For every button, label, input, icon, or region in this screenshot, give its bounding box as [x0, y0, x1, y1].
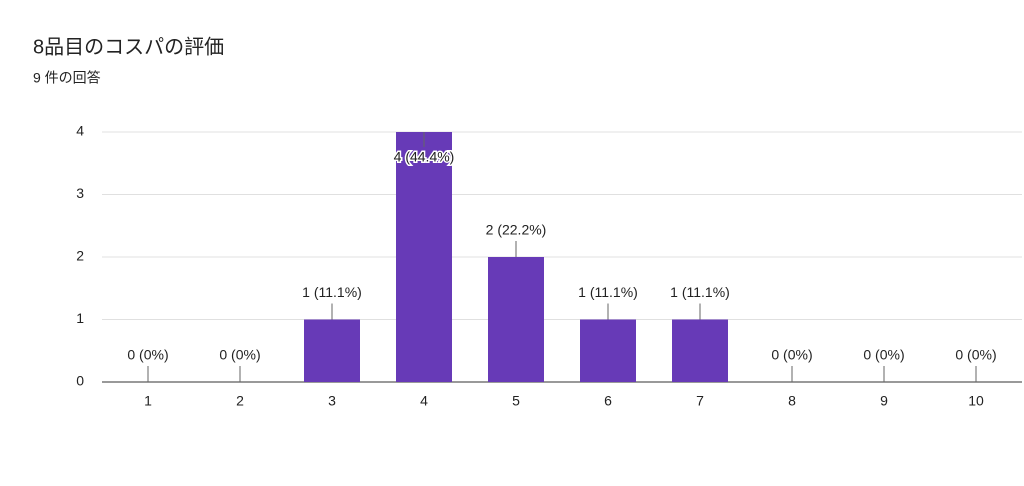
data-label: 1 (11.1%): [578, 284, 638, 300]
data-label: 0 (0%): [771, 347, 812, 363]
x-tick-label: 4: [420, 393, 428, 409]
data-label: 0 (0%): [863, 347, 904, 363]
x-tick-label: 3: [328, 393, 336, 409]
bar: [396, 132, 452, 382]
data-label: 0 (0%): [127, 347, 168, 363]
y-tick-label: 4: [76, 123, 84, 139]
x-tick-label: 7: [696, 393, 704, 409]
data-label: 1 (11.1%): [302, 284, 362, 300]
y-tick-label: 3: [76, 185, 84, 201]
x-tick-label: 9: [880, 393, 888, 409]
x-tick-label: 5: [512, 393, 520, 409]
x-tick-label: 2: [236, 393, 244, 409]
data-label: 2 (22.2%): [486, 222, 547, 238]
data-label: 4 (44.4%): [394, 149, 455, 165]
chart-title: 8品目のコスパの評価: [33, 35, 224, 58]
bar: [488, 257, 544, 382]
data-label: 0 (0%): [955, 347, 996, 363]
data-label: 1 (11.1%): [670, 284, 730, 300]
x-tick-label: 8: [788, 393, 796, 409]
x-tick-label: 6: [604, 393, 612, 409]
x-tick-label: 1: [144, 393, 152, 409]
bar: [672, 319, 728, 382]
x-tick-label: 10: [968, 393, 984, 409]
y-tick-label: 1: [76, 310, 84, 326]
bar: [304, 319, 360, 382]
data-label: 0 (0%): [219, 347, 260, 363]
chart-subtitle: 9 件の回答: [33, 70, 101, 86]
y-tick-label: 0: [76, 373, 84, 389]
y-tick-label: 2: [76, 248, 84, 264]
bar: [580, 319, 636, 382]
